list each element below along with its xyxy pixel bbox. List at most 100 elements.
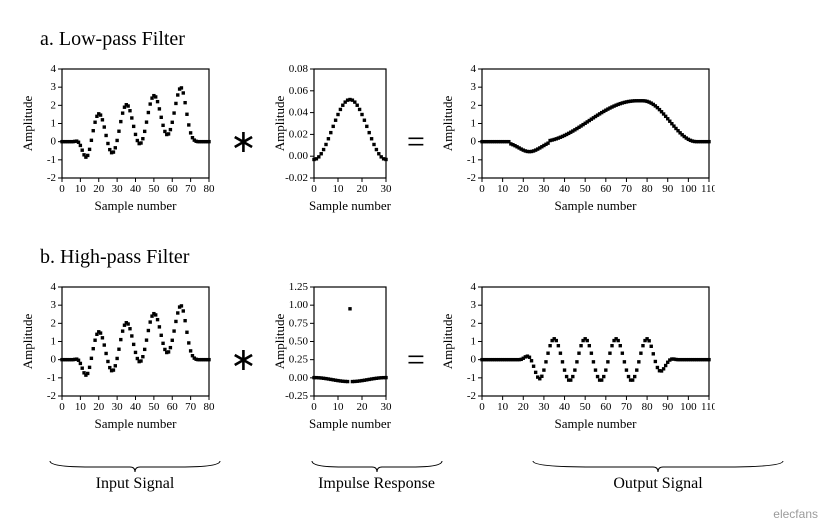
svg-text:10: 10	[75, 183, 87, 195]
bottom-labels: Input Signal Impulse Response Output Sig…	[20, 459, 813, 493]
svg-text:3: 3	[470, 299, 476, 311]
svg-text:-0.02: -0.02	[285, 172, 308, 184]
svg-text:0: 0	[59, 401, 65, 413]
svg-text:30: 30	[380, 183, 392, 195]
svg-text:1: 1	[51, 118, 57, 130]
svg-text:0: 0	[51, 354, 57, 366]
svg-text:110: 110	[701, 401, 715, 413]
svg-text:40: 40	[130, 183, 142, 195]
eq-op-a: =	[392, 123, 440, 160]
svg-text:4: 4	[51, 63, 57, 75]
svg-text:70: 70	[185, 183, 197, 195]
svg-text:70: 70	[621, 401, 633, 413]
svg-text:Amplitude: Amplitude	[272, 95, 287, 151]
svg-text:0.25: 0.25	[289, 354, 309, 366]
conv-op-b: ∗	[215, 340, 272, 378]
row-b: 01020304050607080-2-101234Sample numberA…	[20, 279, 813, 439]
watermark: elecfans	[773, 507, 818, 521]
eq-op-b: =	[392, 341, 440, 378]
svg-text:-2: -2	[467, 390, 476, 402]
svg-text:0.75: 0.75	[289, 317, 309, 329]
svg-text:0.08: 0.08	[289, 63, 309, 75]
svg-text:50: 50	[148, 401, 160, 413]
svg-text:2: 2	[51, 99, 57, 111]
svg-text:70: 70	[185, 401, 197, 413]
svg-text:10: 10	[75, 401, 87, 413]
svg-text:-1: -1	[467, 154, 476, 166]
svg-text:30: 30	[112, 401, 124, 413]
svg-text:3: 3	[51, 81, 57, 93]
svg-text:60: 60	[600, 401, 612, 413]
svg-text:110: 110	[701, 183, 715, 195]
label-output: Output Signal	[513, 475, 803, 493]
svg-text:10: 10	[497, 183, 509, 195]
svg-text:Amplitude: Amplitude	[440, 95, 455, 151]
svg-text:Amplitude: Amplitude	[440, 313, 455, 369]
svg-text:Amplitude: Amplitude	[20, 313, 35, 369]
chart-b-impulse: 0102030-0.250.000.250.500.751.001.25Samp…	[272, 279, 392, 439]
svg-text:0.06: 0.06	[289, 85, 309, 97]
svg-text:0.02: 0.02	[289, 128, 308, 140]
svg-text:0.00: 0.00	[289, 150, 309, 162]
svg-text:1.00: 1.00	[289, 299, 309, 311]
svg-text:2: 2	[51, 317, 57, 329]
svg-text:4: 4	[470, 63, 476, 75]
svg-text:0: 0	[311, 183, 317, 195]
svg-text:100: 100	[680, 401, 697, 413]
svg-text:30: 30	[380, 401, 392, 413]
svg-text:Sample number: Sample number	[554, 416, 637, 431]
chart-a-impulse: 0102030-0.020.000.020.040.060.08Sample n…	[272, 61, 392, 221]
chart-b-input: 01020304050607080-2-101234Sample numberA…	[20, 279, 215, 439]
svg-text:Sample number: Sample number	[95, 416, 178, 431]
svg-text:-0.25: -0.25	[285, 390, 308, 402]
svg-text:20: 20	[518, 183, 530, 195]
svg-text:Amplitude: Amplitude	[272, 313, 287, 369]
svg-text:100: 100	[680, 183, 697, 195]
svg-text:0: 0	[479, 401, 485, 413]
brace-output	[528, 459, 788, 473]
svg-text:Sample number: Sample number	[309, 198, 392, 213]
brace-impulse	[307, 459, 447, 473]
svg-text:10: 10	[332, 401, 344, 413]
svg-text:0: 0	[479, 183, 485, 195]
svg-text:Sample number: Sample number	[309, 416, 392, 431]
svg-text:30: 30	[538, 183, 550, 195]
svg-text:4: 4	[51, 281, 57, 293]
svg-text:Sample number: Sample number	[554, 198, 637, 213]
svg-text:60: 60	[167, 401, 179, 413]
svg-text:-1: -1	[47, 372, 56, 384]
svg-text:4: 4	[470, 281, 476, 293]
svg-text:-2: -2	[47, 390, 56, 402]
brace-input	[45, 459, 225, 473]
svg-text:1: 1	[470, 336, 476, 348]
svg-text:80: 80	[641, 401, 653, 413]
svg-text:0: 0	[470, 354, 476, 366]
svg-text:60: 60	[600, 183, 612, 195]
svg-text:2: 2	[470, 99, 476, 111]
label-impulse: Impulse Response	[292, 475, 462, 493]
svg-text:1: 1	[470, 118, 476, 130]
chart-a-output: 0102030405060708090100110-2-101234Sample…	[440, 61, 715, 221]
chart-b-output: 0102030405060708090100110-2-101234Sample…	[440, 279, 715, 439]
svg-text:0: 0	[51, 136, 57, 148]
row-a: 01020304050607080-2-101234Sample numberA…	[20, 61, 813, 221]
chart-a-input: 01020304050607080-2-101234Sample numberA…	[20, 61, 215, 221]
section-b-title: b. High-pass Filter	[40, 246, 813, 269]
svg-text:-2: -2	[47, 172, 56, 184]
svg-text:50: 50	[580, 183, 592, 195]
svg-text:3: 3	[470, 81, 476, 93]
svg-text:40: 40	[559, 183, 571, 195]
svg-text:90: 90	[662, 183, 674, 195]
svg-text:0.04: 0.04	[289, 107, 309, 119]
svg-text:0.50: 0.50	[289, 336, 309, 348]
svg-text:90: 90	[662, 401, 674, 413]
svg-text:30: 30	[538, 401, 550, 413]
svg-text:80: 80	[641, 183, 653, 195]
svg-text:20: 20	[93, 183, 105, 195]
svg-text:Sample number: Sample number	[95, 198, 178, 213]
svg-text:20: 20	[93, 401, 105, 413]
svg-text:Amplitude: Amplitude	[20, 95, 35, 151]
svg-text:-2: -2	[467, 172, 476, 184]
svg-text:0.00: 0.00	[289, 372, 309, 384]
svg-text:20: 20	[518, 401, 530, 413]
